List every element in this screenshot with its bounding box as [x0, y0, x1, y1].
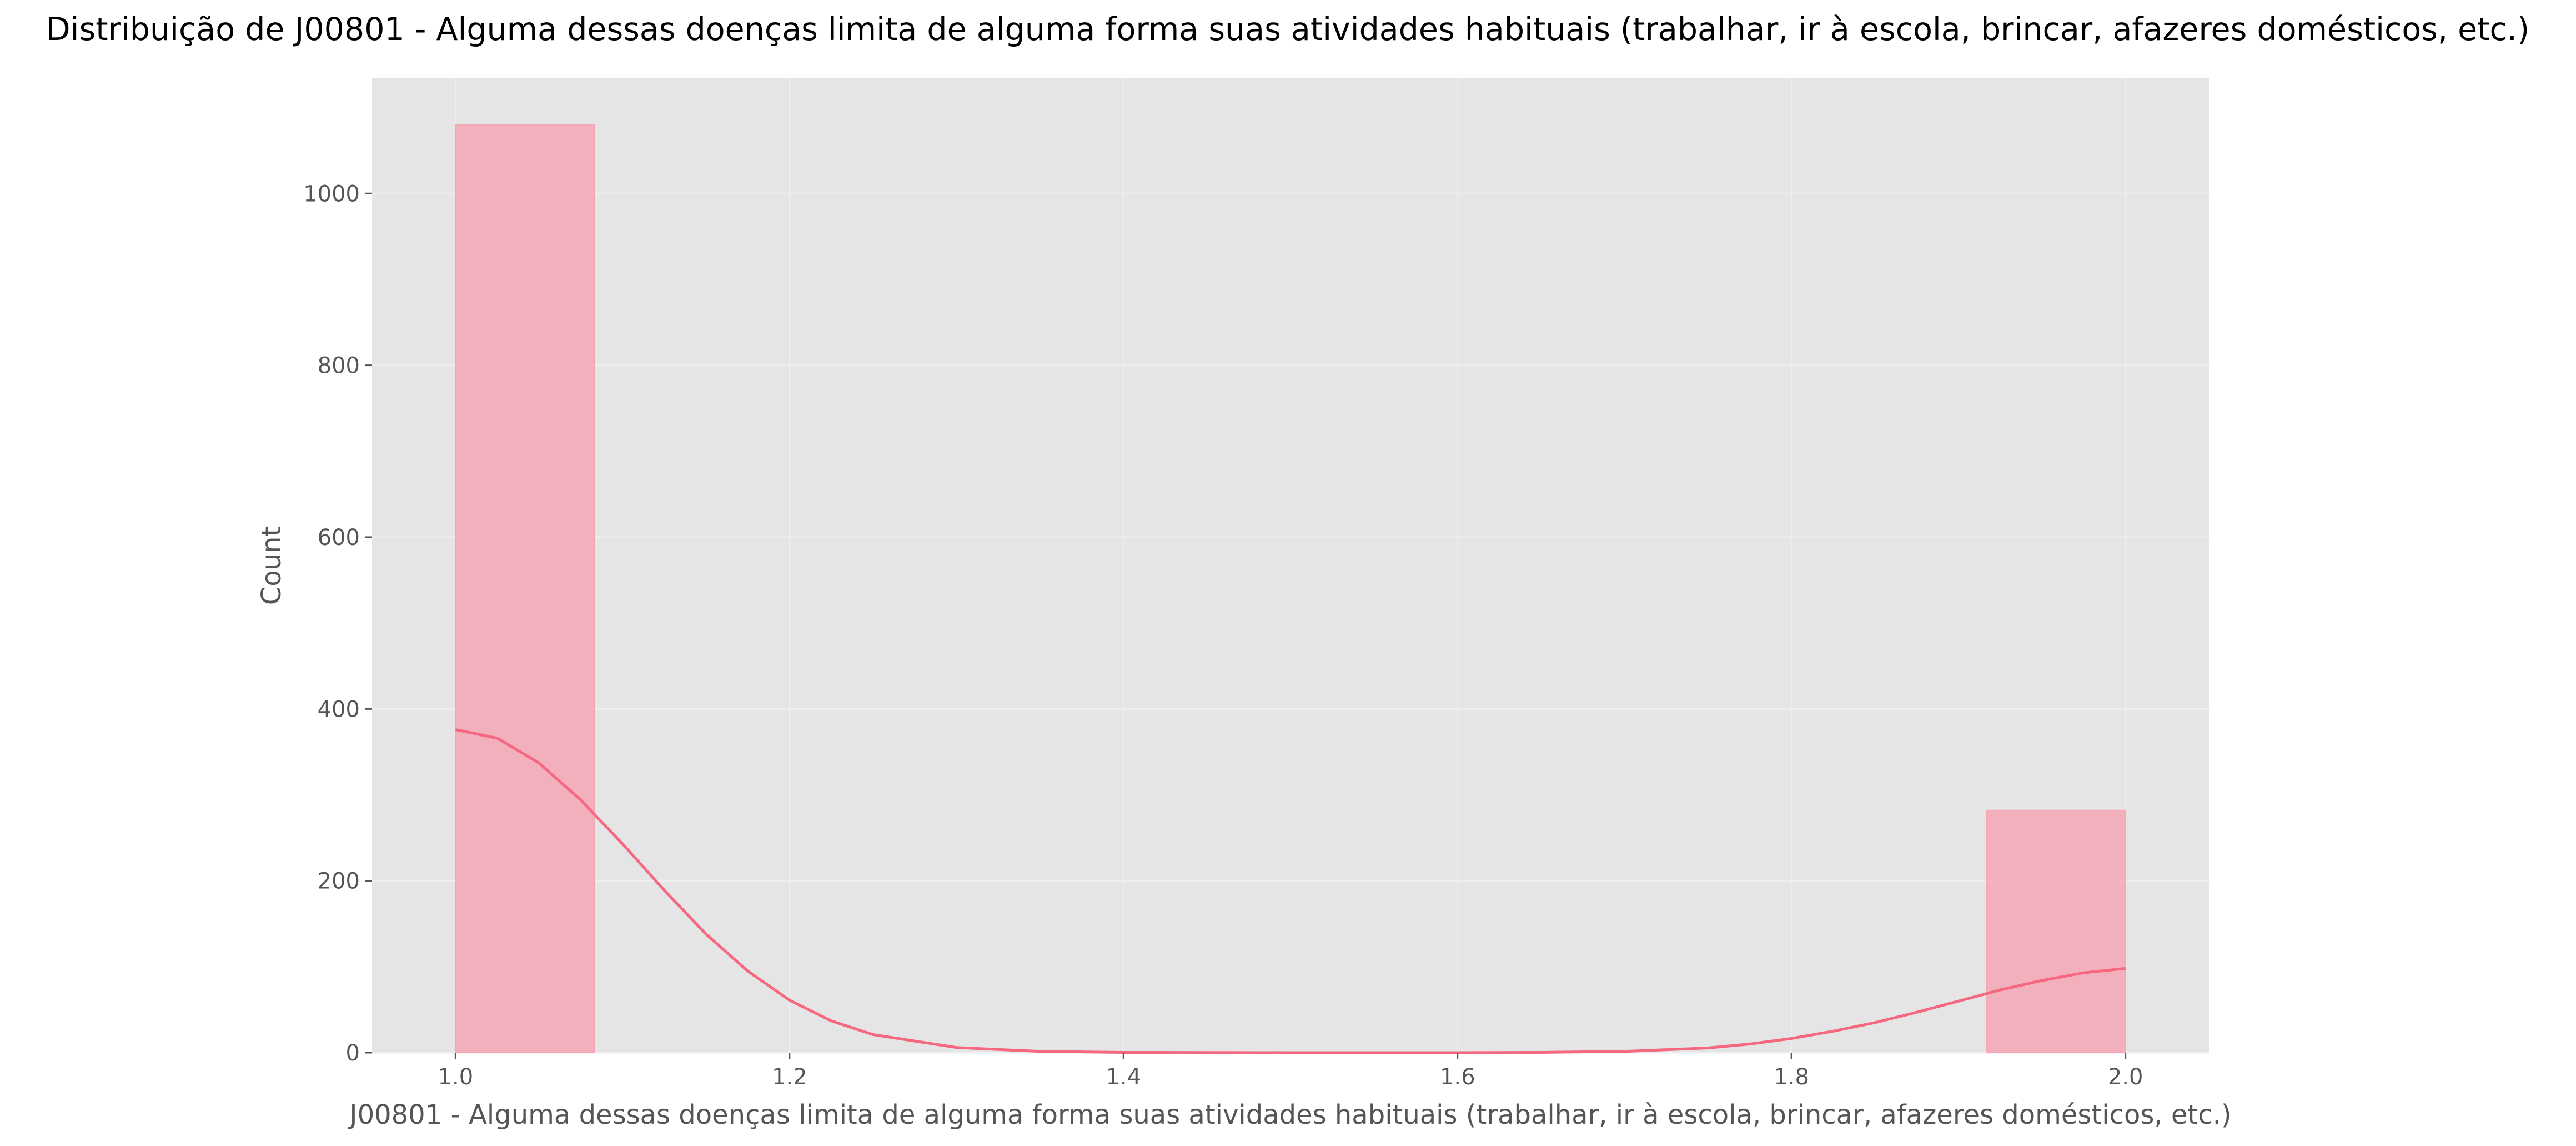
x-tick-label-2: 1.4	[1106, 1064, 1141, 1090]
y-tick-label-3: 600	[318, 525, 360, 551]
plot-area	[372, 78, 2209, 1053]
y-axis-ticks: 0 200 400 600 800 1000	[303, 181, 372, 1066]
x-tick-label-5: 2.0	[2108, 1064, 2143, 1090]
y-tick-label-1: 200	[318, 869, 360, 894]
y-tick-label-5: 1000	[303, 181, 360, 207]
histogram-bars	[455, 124, 2126, 1053]
x-tick-label-3: 1.6	[1440, 1064, 1475, 1090]
x-axis-ticks: 1.0 1.2 1.4 1.6 1.8 2.0	[438, 1053, 2143, 1090]
histogram-bar-1	[1986, 809, 2126, 1053]
x-axis-label: J00801 - Alguma dessas doenças limita de…	[348, 1099, 2231, 1130]
kde-curve	[455, 728, 2126, 1054]
y-tick-label-4: 800	[318, 353, 360, 379]
grid-lines	[372, 78, 2209, 1054]
y-tick-label-2: 400	[318, 697, 360, 722]
x-tick-label-0: 1.0	[438, 1064, 474, 1090]
x-tick-label-4: 1.8	[1774, 1064, 1809, 1090]
y-axis-label: Count	[256, 526, 287, 605]
kde-curve-group	[455, 728, 2126, 1054]
y-tick-label-0: 0	[346, 1040, 360, 1066]
x-tick-label-1: 1.2	[772, 1064, 807, 1090]
histogram-bar-0	[455, 124, 595, 1053]
chart-title: Distribuição de J00801 - Alguma dessas d…	[46, 11, 2529, 48]
